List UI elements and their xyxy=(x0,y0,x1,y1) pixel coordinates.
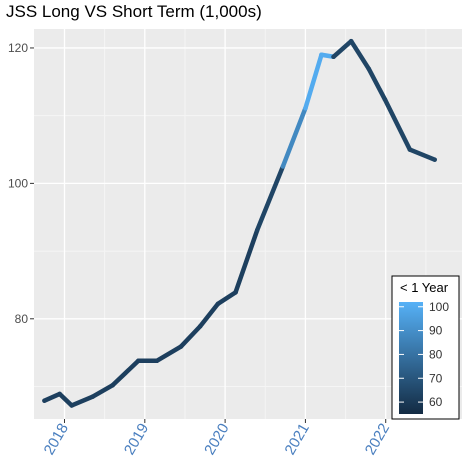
x-tick-label: 2018 xyxy=(41,421,72,458)
line-segment xyxy=(407,147,437,162)
line-segment xyxy=(280,105,308,169)
data-point xyxy=(198,324,203,329)
legend-tick-label: 60 xyxy=(429,395,443,409)
line-segment xyxy=(154,344,184,364)
line-segment xyxy=(57,391,74,408)
x-tick-label: 2021 xyxy=(281,421,312,458)
line-segment xyxy=(215,290,238,307)
line-segment xyxy=(197,301,221,329)
data-point xyxy=(432,157,437,162)
legend-tick-label: 90 xyxy=(429,324,443,338)
major-gridlines xyxy=(34,29,462,419)
legend-tick-label: 80 xyxy=(429,347,443,361)
line-segment xyxy=(233,227,260,295)
data-point xyxy=(331,54,336,59)
line-segment xyxy=(110,358,141,388)
legend-tick-label: 70 xyxy=(429,371,443,385)
data-point xyxy=(255,227,260,233)
x-tick-label: 2020 xyxy=(201,421,232,458)
line-segment xyxy=(303,52,324,111)
y-axis: 80 100 120 xyxy=(8,41,34,326)
data-point xyxy=(42,398,47,403)
data-point xyxy=(178,344,184,349)
data-point xyxy=(348,38,354,44)
legend-title: < 1 Year xyxy=(400,280,449,295)
series-line xyxy=(42,38,437,408)
line-segment xyxy=(366,66,388,102)
legend-ticks: 100 90 80 70 60 xyxy=(399,300,449,409)
y-tick-label: 80 xyxy=(15,312,29,326)
line-segment xyxy=(331,38,354,60)
data-point xyxy=(280,164,286,169)
line-segment xyxy=(69,394,95,408)
y-tick-label: 120 xyxy=(8,41,28,55)
data-point xyxy=(233,290,238,295)
data-point xyxy=(136,358,141,363)
plot-panel xyxy=(34,29,462,419)
line-segment xyxy=(178,323,203,349)
data-point xyxy=(303,106,308,111)
data-point xyxy=(154,358,160,363)
data-point xyxy=(407,147,413,152)
legend-tick-label: 100 xyxy=(429,300,449,314)
chart-title: JSS Long VS Short Term (1,000s) xyxy=(6,2,262,21)
color-legend: < 1 Year 100 90 80 70 60 xyxy=(391,275,460,420)
data-point xyxy=(90,394,95,399)
data-point xyxy=(57,391,62,397)
data-point xyxy=(215,301,221,307)
data-point xyxy=(110,382,115,388)
data-point xyxy=(382,97,388,102)
line-segment xyxy=(382,97,413,152)
line-segment xyxy=(254,164,286,233)
line-segment xyxy=(90,382,115,399)
data-point xyxy=(319,52,324,57)
x-tick-label: 2019 xyxy=(121,421,152,458)
x-axis: 2018 2019 2020 2021 2022 xyxy=(41,419,393,458)
x-tick-label: 2022 xyxy=(362,421,393,458)
line-segment xyxy=(42,391,62,403)
y-tick-label: 100 xyxy=(8,176,28,190)
line-segment xyxy=(348,38,372,72)
data-point xyxy=(366,66,372,72)
data-point xyxy=(69,403,74,408)
legend-colorbar xyxy=(399,302,423,414)
